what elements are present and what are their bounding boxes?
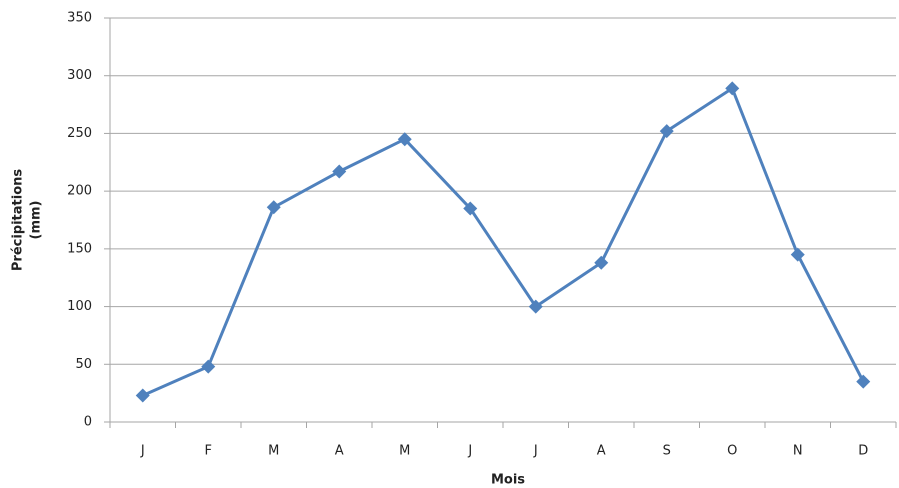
y-axis-title-group: Précipitations (mm) xyxy=(11,169,44,272)
y-tick-label: 100 xyxy=(67,299,92,314)
x-tick-label: N xyxy=(793,444,803,459)
marker xyxy=(528,299,543,314)
y-tick-label: 250 xyxy=(67,126,92,141)
y-tick-label: 300 xyxy=(67,68,92,83)
x-tick-label: A xyxy=(597,444,606,459)
x-tick-label: O xyxy=(727,444,737,459)
y-axis-title: Précipitations xyxy=(11,169,26,272)
marker xyxy=(266,200,281,215)
x-tick-label: J xyxy=(140,444,145,459)
y-tick-label: 350 xyxy=(67,11,92,26)
y-axis-title: (mm) xyxy=(29,201,44,240)
x-tick-label: D xyxy=(858,444,868,459)
y-tick-label: 50 xyxy=(75,357,92,372)
y-tick-label: 0 xyxy=(84,415,92,430)
marker xyxy=(332,164,347,179)
x-tick-label: J xyxy=(533,444,538,459)
x-tick-label: F xyxy=(205,444,212,459)
marker xyxy=(135,388,150,403)
x-tick-label: M xyxy=(268,444,279,459)
x-tick-label: S xyxy=(663,444,671,459)
marker xyxy=(856,374,871,389)
y-tick-label: 200 xyxy=(67,184,92,199)
marker xyxy=(790,247,805,262)
x-tick-label: M xyxy=(399,444,410,459)
y-tick-label: 150 xyxy=(67,241,92,256)
marker xyxy=(725,81,740,96)
marker xyxy=(463,201,478,216)
x-axis-title: Mois xyxy=(491,473,525,488)
x-tick-label: J xyxy=(467,444,472,459)
line xyxy=(142,86,865,397)
x-tick-label: A xyxy=(335,444,344,459)
marker xyxy=(594,255,609,270)
marker xyxy=(659,124,674,139)
marker xyxy=(201,359,216,374)
marker xyxy=(397,132,412,147)
